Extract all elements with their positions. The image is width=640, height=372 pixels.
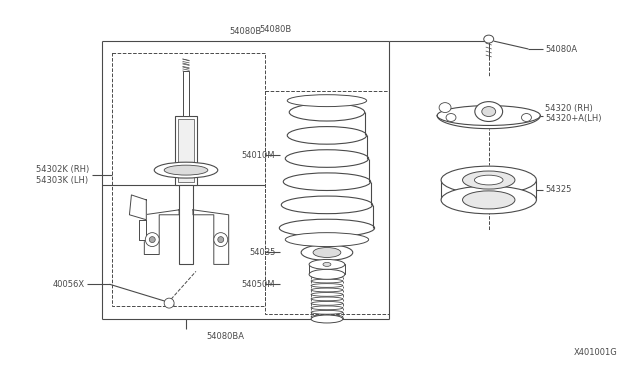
Ellipse shape [309,259,345,269]
Ellipse shape [484,35,493,43]
Text: 54050M: 54050M [242,280,275,289]
Bar [178,119,194,182]
Ellipse shape [441,186,536,214]
Ellipse shape [441,166,536,194]
Bar [266,91,390,314]
Ellipse shape [311,297,343,301]
Ellipse shape [164,298,174,308]
Ellipse shape [311,301,343,305]
Bar [179,185,193,264]
Bar [309,264,345,274]
Ellipse shape [311,310,343,314]
Text: X401001G: X401001G [574,348,618,357]
Ellipse shape [323,262,331,266]
Ellipse shape [311,315,343,323]
Ellipse shape [463,171,515,189]
Text: 40056X: 40056X [52,280,84,289]
Text: 54010M: 54010M [242,151,275,160]
Ellipse shape [482,107,495,116]
Ellipse shape [446,113,456,122]
Ellipse shape [287,95,367,107]
Bar [175,116,197,185]
Ellipse shape [522,113,531,122]
Text: 54080B: 54080B [229,27,262,36]
Text: 54080BA: 54080BA [207,332,244,341]
Ellipse shape [463,191,515,209]
Ellipse shape [311,315,343,319]
Ellipse shape [311,288,343,292]
Polygon shape [193,210,228,264]
Text: 54080B: 54080B [259,25,291,34]
Ellipse shape [285,232,369,247]
Ellipse shape [311,283,343,288]
Polygon shape [437,116,540,129]
Polygon shape [140,220,147,240]
Ellipse shape [311,292,343,296]
Ellipse shape [474,175,503,185]
Ellipse shape [309,269,345,279]
Ellipse shape [439,103,451,113]
Ellipse shape [214,232,228,247]
Ellipse shape [313,247,341,257]
Ellipse shape [149,237,156,243]
Text: 54325: 54325 [545,186,572,195]
Ellipse shape [311,279,343,283]
Ellipse shape [218,237,224,243]
Ellipse shape [311,306,343,310]
Ellipse shape [154,162,218,178]
Polygon shape [145,210,179,254]
Ellipse shape [311,275,343,279]
Polygon shape [129,195,147,220]
Ellipse shape [164,165,208,175]
Ellipse shape [437,106,540,125]
Text: 54302K (RH)
54303K (LH): 54302K (RH) 54303K (LH) [36,166,90,185]
Text: 54035: 54035 [249,248,275,257]
Bar [111,53,266,306]
Text: 54080A: 54080A [545,45,577,54]
Ellipse shape [301,244,353,260]
Ellipse shape [475,102,502,122]
Ellipse shape [145,232,159,247]
Bar [182,71,189,116]
Text: 54320 (RH)
54320+A(LH): 54320 (RH) 54320+A(LH) [545,104,602,123]
